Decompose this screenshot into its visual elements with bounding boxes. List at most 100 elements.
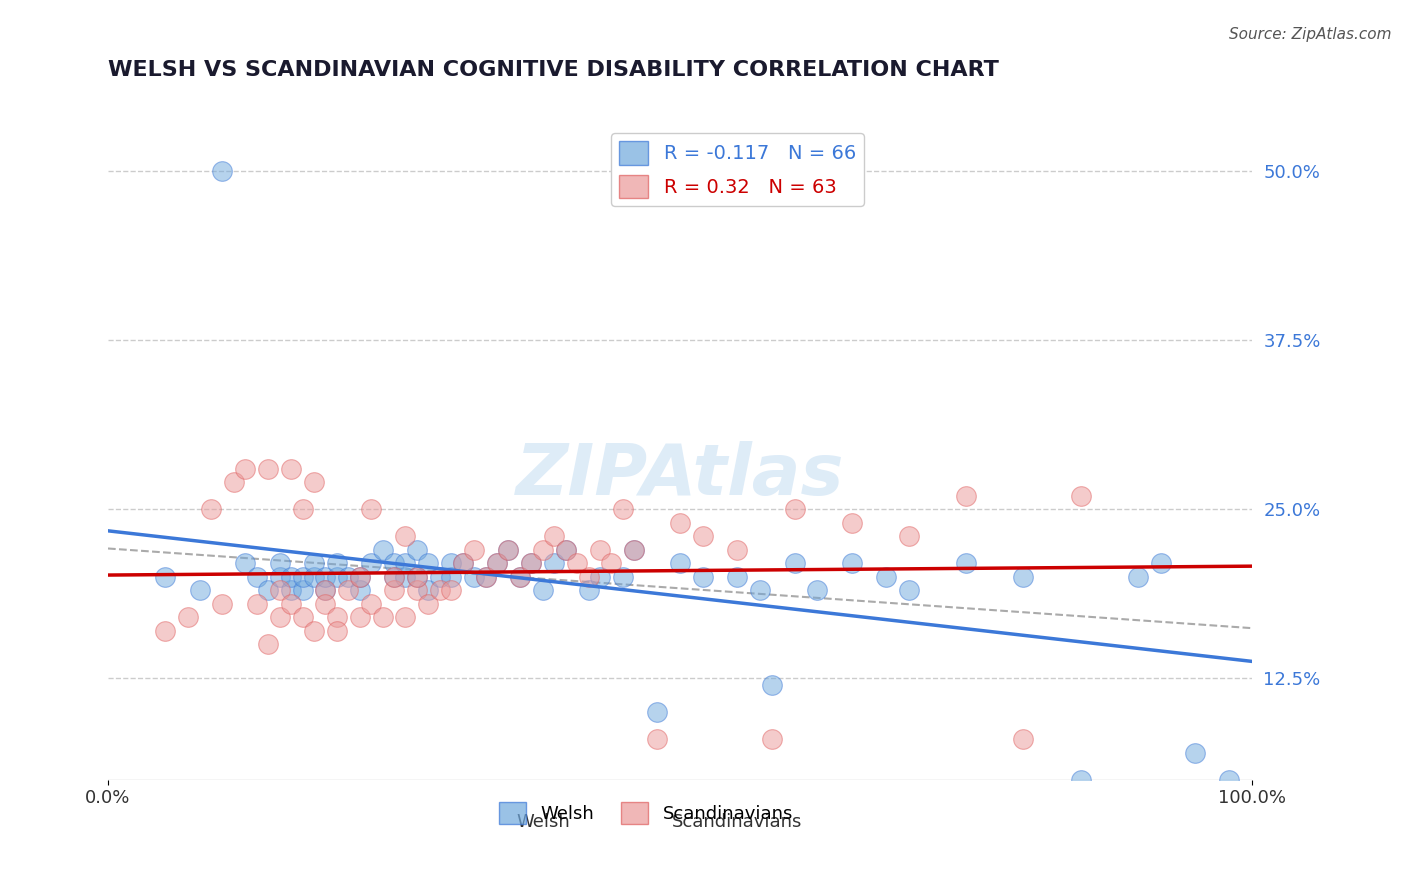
Text: WELSH VS SCANDINAVIAN COGNITIVE DISABILITY CORRELATION CHART: WELSH VS SCANDINAVIAN COGNITIVE DISABILI… xyxy=(108,60,998,79)
Point xyxy=(474,570,496,584)
Point xyxy=(360,597,382,611)
Point xyxy=(589,570,612,584)
Text: ZIPAtlas: ZIPAtlas xyxy=(516,441,845,510)
Point xyxy=(543,556,565,570)
Point xyxy=(222,475,245,489)
Point xyxy=(394,529,416,543)
Point xyxy=(326,610,349,624)
Point xyxy=(554,542,576,557)
Point xyxy=(429,583,451,598)
Point xyxy=(725,570,748,584)
Point xyxy=(257,637,280,651)
Point xyxy=(291,583,314,598)
Point xyxy=(498,542,520,557)
Point xyxy=(200,502,222,516)
Point xyxy=(955,556,977,570)
Point xyxy=(314,570,336,584)
Point xyxy=(498,542,520,557)
Point xyxy=(280,583,302,598)
Point xyxy=(302,624,325,638)
Point xyxy=(371,542,394,557)
Point xyxy=(761,678,783,692)
Point xyxy=(349,583,371,598)
Point xyxy=(360,556,382,570)
Point xyxy=(725,542,748,557)
Point xyxy=(269,556,291,570)
Point xyxy=(474,570,496,584)
Point xyxy=(531,542,554,557)
Point xyxy=(440,556,463,570)
Legend: Welsh, Scandinavians: Welsh, Scandinavians xyxy=(492,795,800,831)
Point xyxy=(897,529,920,543)
Point xyxy=(749,583,772,598)
Text: Source: ZipAtlas.com: Source: ZipAtlas.com xyxy=(1229,27,1392,42)
Point xyxy=(153,624,176,638)
Point xyxy=(578,570,600,584)
Point xyxy=(761,732,783,747)
Point xyxy=(314,583,336,598)
Point xyxy=(554,542,576,557)
Point xyxy=(382,570,405,584)
Point xyxy=(406,583,429,598)
Point xyxy=(382,570,405,584)
Point xyxy=(692,570,714,584)
Point xyxy=(451,556,474,570)
Point xyxy=(841,556,863,570)
Point xyxy=(1012,570,1035,584)
Point xyxy=(246,570,269,584)
Point xyxy=(1070,772,1092,787)
Point xyxy=(302,570,325,584)
Point xyxy=(280,570,302,584)
Point xyxy=(349,570,371,584)
Point xyxy=(302,556,325,570)
Point xyxy=(612,502,634,516)
Point xyxy=(1218,772,1240,787)
Point xyxy=(440,583,463,598)
Point xyxy=(394,570,416,584)
Point xyxy=(188,583,211,598)
Point xyxy=(1126,570,1149,584)
Point xyxy=(418,556,440,570)
Point xyxy=(211,164,233,178)
Point xyxy=(291,570,314,584)
Point xyxy=(153,570,176,584)
Point xyxy=(418,583,440,598)
Point xyxy=(291,502,314,516)
Point xyxy=(578,583,600,598)
Point xyxy=(486,556,509,570)
Text: Welsh: Welsh xyxy=(516,813,569,831)
Point xyxy=(418,597,440,611)
Point xyxy=(326,556,349,570)
Point xyxy=(565,556,588,570)
Point xyxy=(543,529,565,543)
Point xyxy=(360,502,382,516)
Point xyxy=(451,556,474,570)
Point xyxy=(177,610,200,624)
Point xyxy=(257,583,280,598)
Point xyxy=(406,542,429,557)
Point xyxy=(806,583,828,598)
Point xyxy=(314,583,336,598)
Point xyxy=(269,610,291,624)
Point xyxy=(897,583,920,598)
Point xyxy=(509,570,531,584)
Point xyxy=(326,624,349,638)
Point xyxy=(314,597,336,611)
Point xyxy=(645,732,668,747)
Point xyxy=(337,583,360,598)
Point xyxy=(486,556,509,570)
Point xyxy=(211,597,233,611)
Point xyxy=(257,461,280,475)
Point xyxy=(291,610,314,624)
Point xyxy=(612,570,634,584)
Point xyxy=(302,475,325,489)
Point xyxy=(669,516,692,530)
Point xyxy=(326,570,349,584)
Point xyxy=(1070,489,1092,503)
Text: Scandinavians: Scandinavians xyxy=(672,813,803,831)
Point xyxy=(382,583,405,598)
Point xyxy=(520,556,543,570)
Point xyxy=(509,570,531,584)
Point xyxy=(623,542,645,557)
Point xyxy=(841,516,863,530)
